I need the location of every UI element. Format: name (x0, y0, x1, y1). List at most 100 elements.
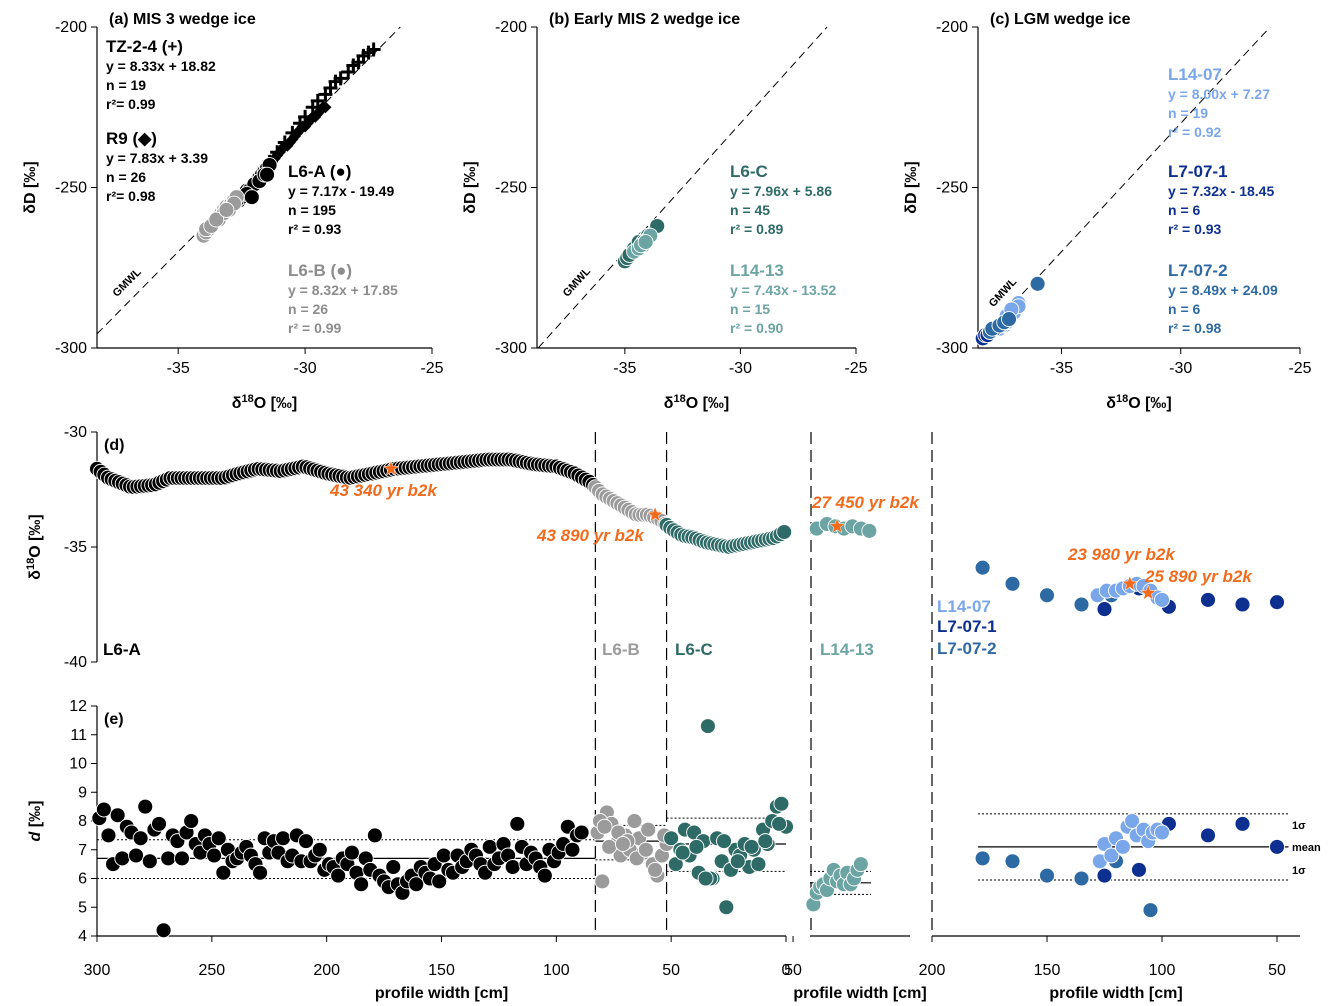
d-y-tick-label: -35 (64, 539, 87, 556)
x-tick-label: -35 (167, 360, 190, 377)
section-label: L6-C (675, 640, 713, 659)
e-point-l6-a (435, 847, 452, 864)
panel-e-title: (e) (104, 711, 124, 728)
gmwl-line (537, 26, 828, 349)
sd-label: 1σ (1292, 820, 1306, 832)
panel-d-title: (d) (104, 437, 124, 454)
age-star (382, 460, 400, 476)
e-point-l6-a (252, 864, 269, 881)
e-point-l6-a (504, 859, 521, 875)
age-label: 43 340 yr b2k (329, 481, 438, 500)
e-y-tick-label: 9 (78, 784, 87, 801)
annotation-title: L6-B (●) (288, 261, 352, 280)
e-point-l6-a (408, 876, 425, 893)
e-point-l6-a (536, 867, 553, 884)
e-point-l6-c (688, 838, 705, 855)
x-axis-label: δ18O [‰] (1106, 393, 1172, 412)
panel-title: (b) Early MIS 2 wedge ice (549, 11, 740, 28)
annotation-line: n = 15 (730, 301, 770, 317)
annotation-line: n = 195 (288, 202, 336, 218)
age-label: 23 980 yr b2k (1067, 545, 1176, 564)
e-point-l6-a (206, 847, 223, 864)
e-point-l6-a (100, 827, 117, 844)
e-point-l6-c (757, 833, 774, 850)
x-tick-label: -25 (420, 360, 443, 377)
section-label: L14-07 (937, 597, 991, 616)
d-point-l7-07-2 (1073, 596, 1090, 613)
e-point-l7-07-2 (1004, 853, 1021, 870)
e-point-l7-07-1 (1234, 815, 1251, 832)
y-tick-label: -200 (495, 19, 527, 36)
e-point-l6-a (128, 847, 144, 864)
x-tick-label: 50 (784, 962, 802, 979)
x-tick-label: -35 (613, 360, 636, 377)
annotation-line: r² = 0.92 (1168, 124, 1222, 140)
y-tick-label: -250 (936, 180, 968, 197)
e-point-l7-07-2 (974, 850, 991, 867)
age-star (646, 506, 664, 522)
e-point-l6-c (729, 853, 746, 870)
e-point-l7-07-1 (1131, 861, 1147, 878)
e-point-l6-a (132, 830, 149, 847)
y-tick-label: -250 (495, 180, 527, 197)
e-point-l6-a (311, 841, 328, 858)
e-point-l14-13 (852, 856, 869, 873)
e-point-l6-c (773, 795, 790, 812)
annotation-line: y = 7.83x + 3.39 (106, 150, 208, 166)
plus-point (366, 42, 381, 57)
d-point-l14-07 (1154, 591, 1170, 608)
e-point-l6-b (647, 861, 664, 878)
annotation-line: y = 8.33x + 18.82 (106, 58, 216, 74)
e-point-l6-c (663, 830, 680, 847)
e-point-l6-a (330, 867, 347, 884)
y-tick-label: -300 (495, 340, 527, 357)
d-point-l14-13 (861, 522, 878, 539)
annotation-line: r² = 0.93 (1168, 221, 1222, 237)
d-point-l7-07-2 (1039, 587, 1055, 604)
x-tick-label: -25 (844, 360, 867, 377)
e-y-tick-label: 5 (78, 899, 87, 916)
e-point-l6-a (137, 798, 154, 815)
circle-point (243, 189, 260, 206)
annotation-line: y = 8.32x + 17.85 (288, 282, 398, 298)
annotation-line: n = 6 (1168, 301, 1201, 317)
e-point-l6-a (114, 850, 131, 867)
y-axis-label: δD [‰] (462, 161, 479, 213)
section-label: L6-A (103, 640, 141, 659)
age-star (1121, 575, 1139, 591)
x-tick-label: 150 (1034, 962, 1061, 979)
e-point-l6-a (275, 830, 291, 847)
section-label: L7-07-2 (937, 639, 997, 658)
x-axis-label: profile width [cm] (1049, 985, 1182, 1002)
e-point-l7-07-1 (1200, 827, 1216, 844)
e-point-l6-b (596, 818, 613, 835)
annotation-title: L14-13 (730, 261, 784, 280)
x-tick-label: 0 (782, 962, 791, 979)
annotation-line: r² = 0.98 (1168, 320, 1222, 336)
e-y-tick-label: 6 (78, 871, 87, 888)
annotation-line: y = 7.17x - 19.49 (288, 183, 394, 199)
e-point-l6-a (95, 801, 112, 818)
d-point-l7-07-2 (1004, 575, 1021, 592)
diamond-point (319, 101, 332, 114)
e-y-tick-label: 8 (78, 813, 87, 830)
y-tick-label: -250 (55, 180, 87, 197)
e-point-l6-a (573, 824, 590, 841)
e-point-l6-c (716, 833, 732, 850)
x-axis-label: δ18O [‰] (664, 393, 730, 412)
x-tick-label: 200 (919, 962, 946, 979)
gmwl-label: GMWL (561, 265, 593, 299)
annotation-line: n = 26 (288, 301, 328, 317)
annotation-title: L6-C (730, 162, 768, 181)
e-point-l7-07-2 (1142, 902, 1159, 919)
e-point-l6-a (160, 850, 177, 867)
x-tick-label: 150 (428, 962, 455, 979)
circle-point (1001, 311, 1017, 328)
d-y-tick-label: -30 (64, 424, 87, 441)
section-label: L6-B (602, 640, 640, 659)
plus-point (310, 93, 325, 108)
e-point-l6-c (667, 856, 684, 873)
e-point-l6-b (637, 841, 654, 858)
d-point-l7-07-1 (1200, 591, 1216, 608)
